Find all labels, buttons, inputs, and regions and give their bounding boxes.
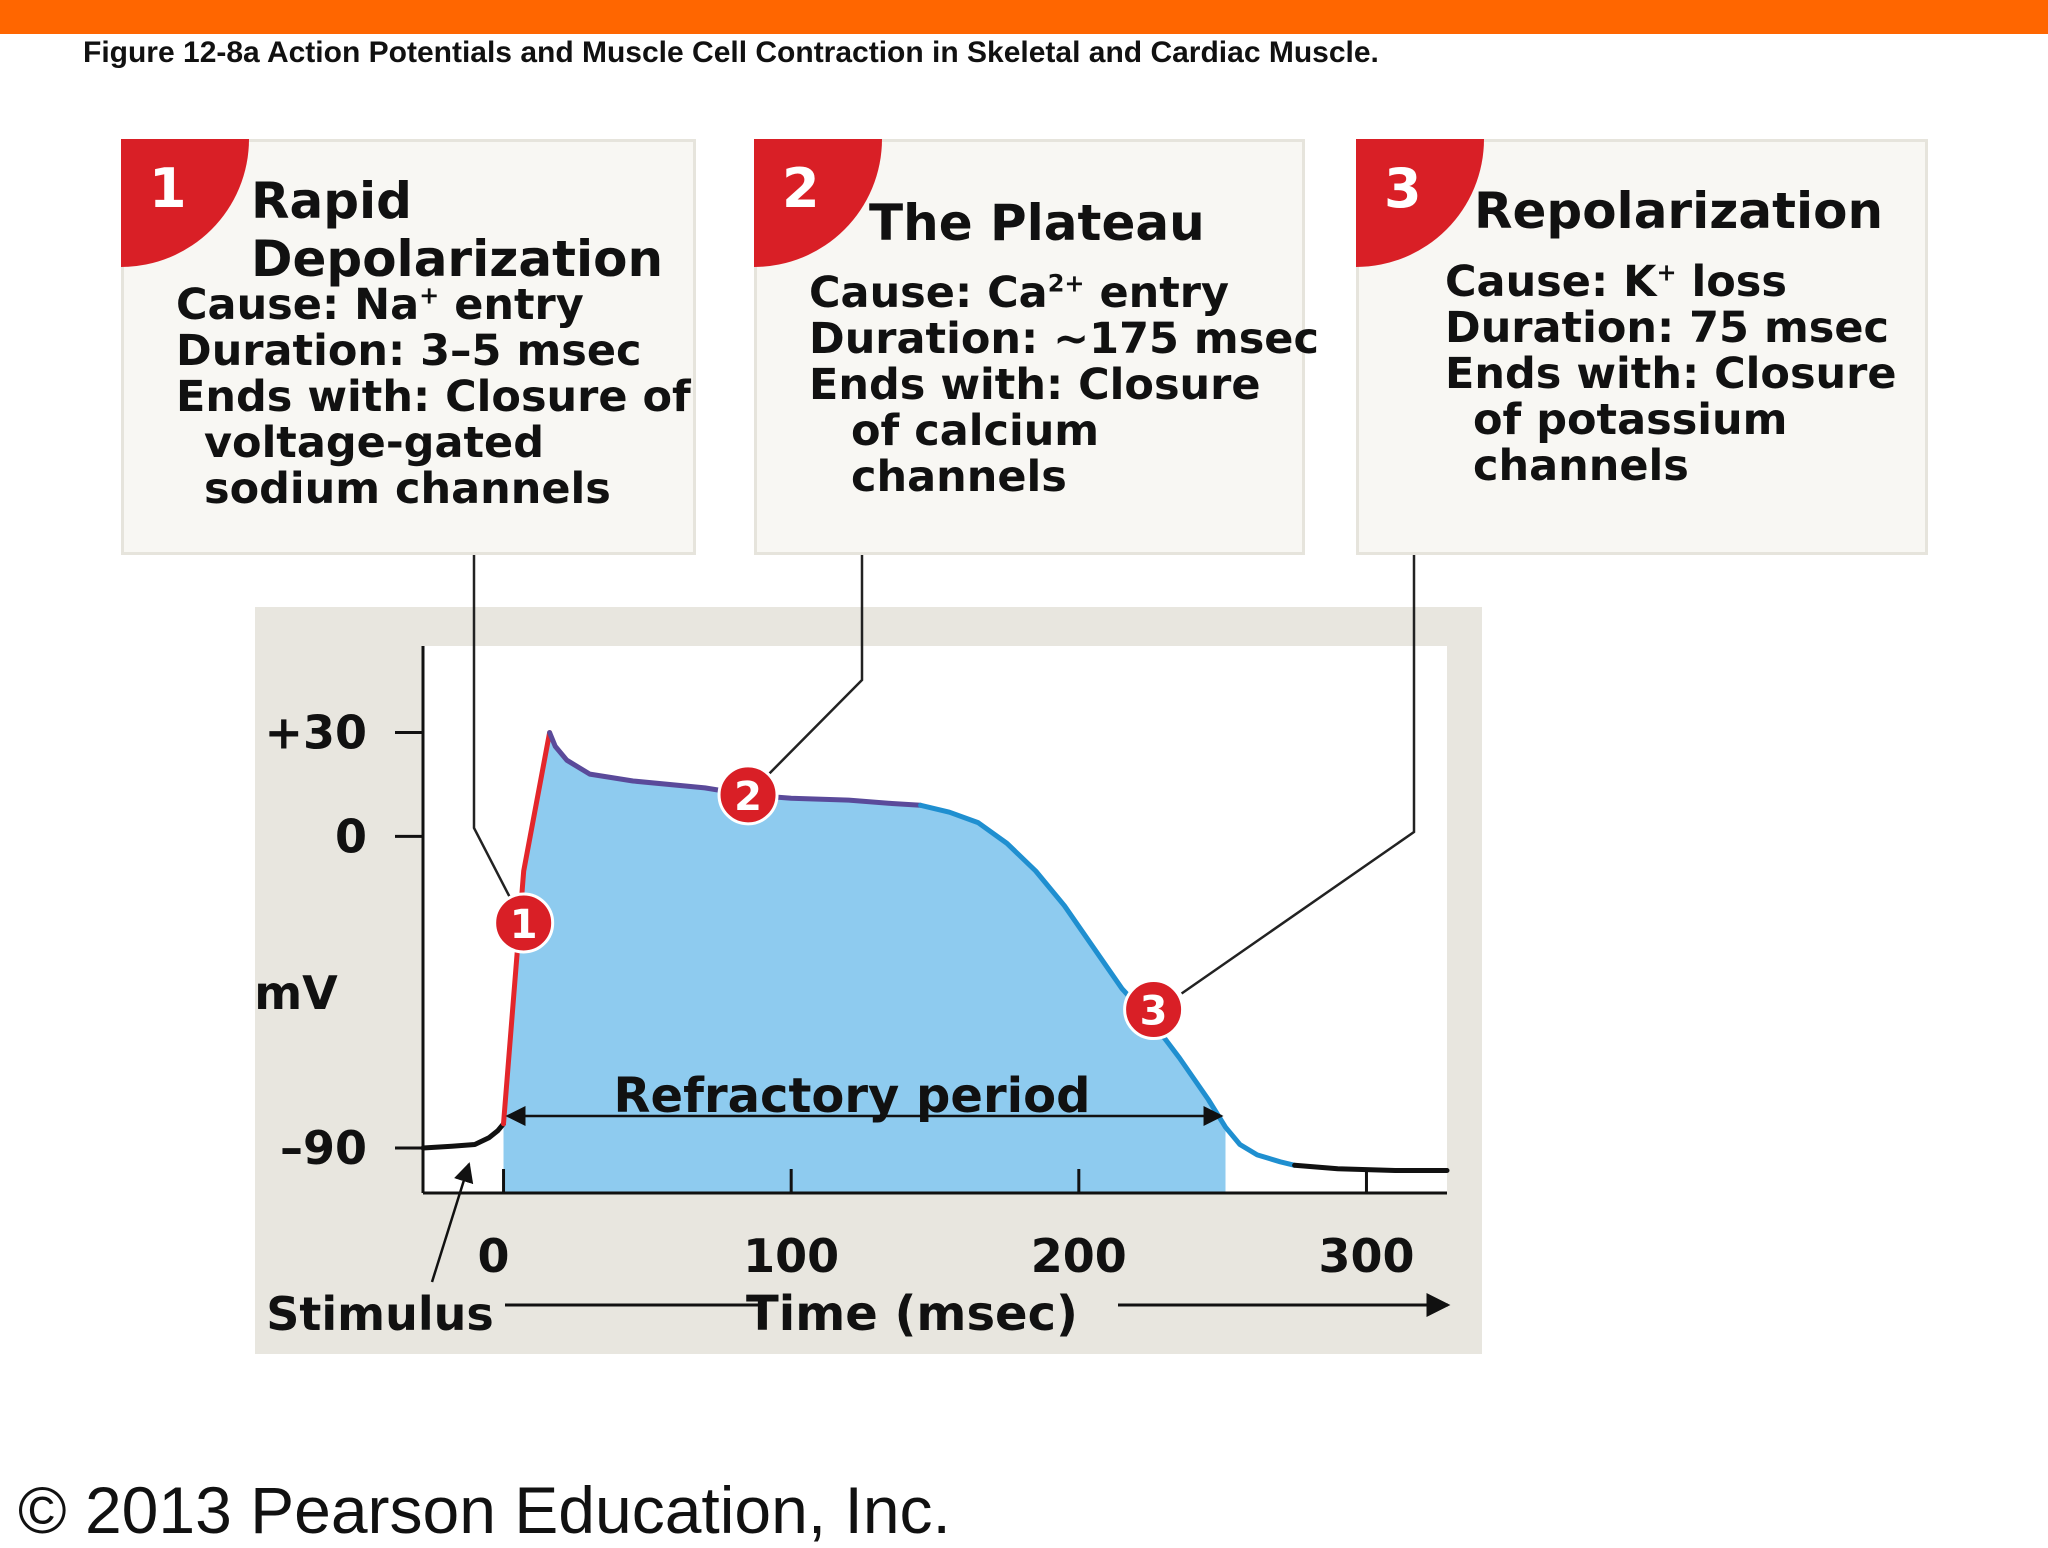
refractory-label: Refractory period [614, 1068, 1091, 1124]
step-duration: Duration: 75 msec [1445, 303, 1890, 353]
step-cause: Cause: Na+ entry [176, 280, 584, 330]
step-title: The Plateau [869, 194, 1205, 252]
x-tick-label: 100 [743, 1229, 839, 1283]
step-duration: Duration: ~175 msec [809, 314, 1319, 364]
step-ends-with: Ends with: Closure [809, 360, 1261, 410]
phase-marker-3 [1123, 979, 1185, 1041]
phase-marker-label: 1 [510, 902, 538, 948]
step-ends-with-cont2: channels [1473, 441, 1689, 491]
refractory-fill [503, 732, 1226, 1193]
leader-line-2 [767, 555, 864, 776]
step-ends-with: Ends with: Closure [1445, 349, 1897, 399]
phase-marker-label: 3 [1140, 989, 1168, 1035]
series-line-rapid-depolarization [501, 730, 553, 1127]
x-tick-label: 300 [1318, 1229, 1414, 1283]
x-tick-label: 200 [1031, 1229, 1127, 1283]
step-details: Cause: Na+ entry Duration: 3–5 msec Ends… [176, 282, 691, 512]
step-ends-with-cont2: sodium channels [204, 464, 611, 514]
leader-line-3 [1180, 555, 1416, 995]
step-box-repolarization: 3 Repolarization Cause: K+ loss Duration… [1356, 139, 1928, 555]
phase-marker-2 [717, 764, 779, 826]
figure-title: Figure 12-8a Action Potentials and Muscl… [83, 36, 1379, 69]
step-number: 2 [782, 157, 820, 220]
step-title-line1: Rapid [251, 172, 412, 230]
leader-line-1 [472, 555, 511, 898]
step-cause: Cause: Ca2+ entry [809, 268, 1230, 318]
top-accent-bar [0, 0, 2048, 34]
step-title-line1: The Plateau [869, 194, 1205, 252]
series-line-resting [420, 1121, 506, 1151]
step-ends-with: Ends with: Closure of [176, 372, 691, 422]
step-number: 3 [1384, 157, 1422, 220]
step-number: 1 [149, 157, 187, 220]
step-title-line2: Depolarization [251, 230, 664, 288]
y-axis-label: mV [254, 966, 338, 1020]
y-tick-label: 0 [335, 809, 367, 863]
series-line-plateau [547, 730, 924, 808]
step-ends-with-cont1: of calcium [851, 406, 1100, 456]
step-title: Repolarization [1474, 182, 1883, 240]
step-details: Cause: K+ loss Duration: 75 msec Ends wi… [1445, 259, 1897, 489]
step-box-plateau: 2 The Plateau Cause: Ca2+ entry Duration… [754, 139, 1319, 555]
step-ends-with-cont2: channels [851, 452, 1067, 502]
y-tick-label: +30 [264, 706, 367, 760]
phase-marker-label: 2 [734, 774, 762, 820]
series-line-recovery [1292, 1162, 1450, 1173]
stimulus-label: Stimulus [266, 1287, 493, 1341]
step-title: Rapid Depolarization [251, 172, 663, 288]
step-ends-with-cont1: of potassium [1473, 395, 1788, 445]
x-tick-label: 0 [478, 1229, 510, 1283]
stimulus-pointer [430, 1162, 474, 1283]
step-cause: Cause: K+ loss [1445, 257, 1787, 307]
step-title-line1: Repolarization [1474, 182, 1884, 240]
y-tick-label: –90 [280, 1121, 367, 1175]
phase-marker-1 [493, 892, 555, 954]
x-axis-label: Time (msec) [746, 1286, 1078, 1342]
step-details: Cause: Ca2+ entry Duration: ~175 msec En… [809, 270, 1319, 500]
step-ends-with-cont1: voltage-gated [204, 418, 544, 468]
step-box-rapid-depolarization: 1 Rapid Depolarization Cause: Na+ entry … [121, 139, 696, 555]
step-duration: Duration: 3–5 msec [176, 326, 642, 376]
copyright-notice: © 2013 Pearson Education, Inc. [18, 1473, 951, 1547]
